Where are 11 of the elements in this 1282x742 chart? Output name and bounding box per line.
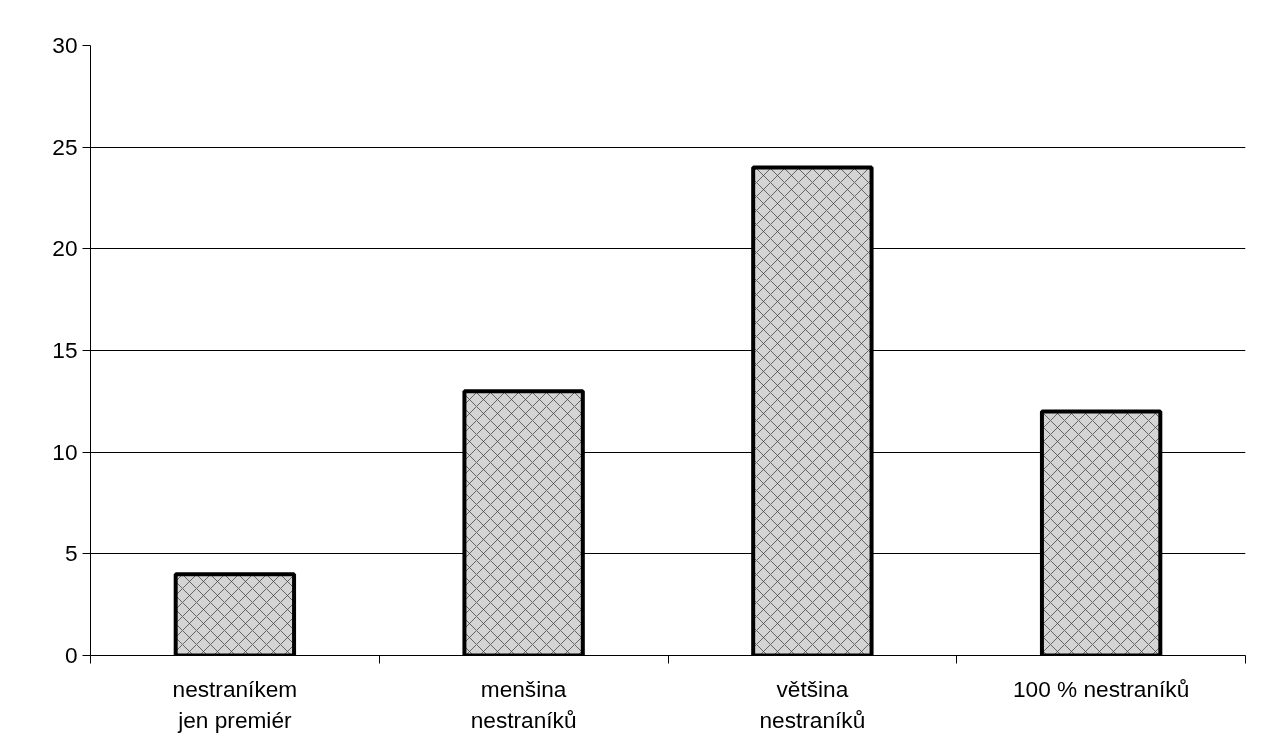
y-tick-label: 25 (52, 133, 78, 160)
x-tick-label: většina nestraníků (759, 675, 866, 733)
y-tick-label: 0 (64, 642, 78, 668)
y-tick-label: 20 (52, 235, 78, 262)
y-tick-label: 5 (64, 540, 78, 567)
x-tick-label: nestraníkem jen premiér (172, 675, 298, 733)
y-tick-label: 10 (52, 438, 78, 465)
x-tick-label: menšina nestraníků (470, 675, 577, 733)
y-tick-label: 30 (52, 32, 78, 58)
y-tick-label: 15 (52, 337, 78, 363)
x-tick-label: 100 % nestraníků (1012, 675, 1190, 702)
